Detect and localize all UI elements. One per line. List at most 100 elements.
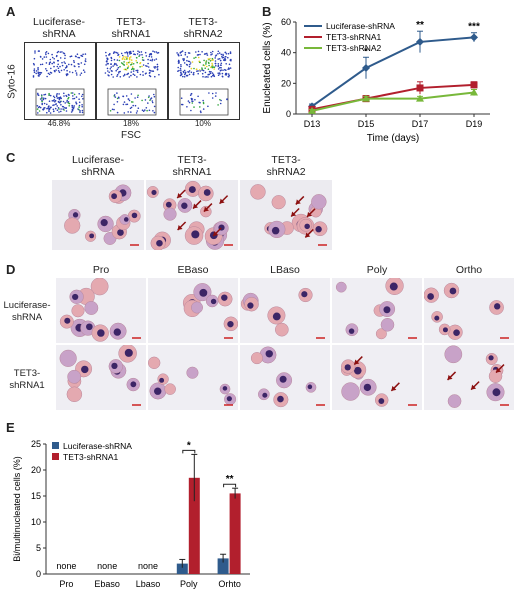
flow-dot: [197, 95, 199, 98]
flow-dot: [179, 67, 182, 70]
cell-nucleus: [272, 312, 281, 321]
flow-dot: [135, 69, 137, 72]
flow-dot: [64, 54, 66, 57]
cell-nucleus: [434, 315, 440, 321]
flow-dot: [116, 52, 119, 54]
flow-dot: [61, 61, 63, 64]
flow-dot: [222, 53, 224, 56]
flow-dot: [147, 62, 149, 65]
cell: [191, 301, 203, 314]
flow-dot: [46, 75, 48, 78]
cell-nucleus: [442, 327, 448, 333]
cell: [71, 304, 85, 318]
flow-dot: [73, 106, 75, 109]
flow-dot: [110, 59, 113, 62]
flow-dot: [60, 110, 62, 113]
flow-dot: [195, 68, 198, 70]
flow-dot: [137, 107, 140, 109]
flow-dot: [116, 101, 119, 103]
y-axis-label: Bi/multinucleated cells (%): [12, 456, 22, 562]
micrograph-d-tet3-shrna1-poly: [332, 345, 422, 410]
micro-c-header-tet3-shrna1: TET3- shRNA1: [172, 154, 212, 178]
flow-dot: [84, 58, 87, 60]
significance-bracket: [182, 449, 196, 454]
flow-dot: [197, 70, 199, 72]
flow-dot: [55, 69, 57, 71]
flow-dot: [210, 54, 212, 56]
flow-dot: [65, 94, 67, 97]
micrograph-d-tet3-shrna1-ortho: [424, 345, 514, 410]
data-point: [416, 37, 424, 46]
flow-dot: [187, 52, 190, 54]
cell-nucleus: [124, 348, 133, 357]
flow-dot: [116, 59, 119, 61]
flow-dot: [73, 105, 75, 107]
flow-dot: [82, 69, 85, 71]
flow-dot: [70, 55, 73, 57]
cell: [59, 349, 77, 367]
flow-dot: [153, 59, 156, 61]
flow-percent-luciferase: 46.8%: [47, 119, 71, 128]
flow-dot: [228, 76, 230, 78]
flow-dot: [53, 65, 55, 68]
cell-nucleus: [279, 375, 287, 383]
flow-dot: [123, 56, 125, 58]
flow-dot: [181, 50, 184, 52]
significance-label: **: [416, 20, 424, 31]
flow-dot: [56, 65, 59, 68]
flow-dot: [84, 60, 87, 63]
flow-dot: [151, 59, 153, 62]
flow-dot: [37, 92, 39, 95]
arrow-head: [291, 211, 297, 217]
y-tick-label: 0: [36, 569, 41, 579]
flow-dot: [211, 66, 214, 69]
flow-dot: [75, 72, 78, 74]
flow-dot: [179, 74, 182, 77]
x-tick-label: Poly: [180, 579, 198, 589]
flow-dot: [215, 65, 217, 67]
flow-dot: [132, 104, 134, 107]
cell-nucleus: [72, 212, 79, 218]
flow-dot: [148, 109, 151, 112]
flow-dot: [74, 55, 77, 57]
micrograph-d-luciferase-lbaso: [240, 278, 330, 343]
flow-dot: [123, 64, 125, 66]
flow-dots-tet3-shrna1: [104, 50, 160, 116]
micrograph-c-tet3-shrna2-cells: [250, 184, 328, 246]
flow-dot: [119, 76, 122, 78]
flow-dot: [36, 105, 39, 107]
flow-dot: [65, 65, 68, 67]
cell-nucleus: [131, 212, 138, 219]
flow-dot: [77, 56, 79, 59]
flow-dot: [127, 72, 130, 75]
x-tick-label: Ebaso: [94, 579, 120, 589]
flow-dot: [45, 56, 48, 58]
flow-dot: [47, 72, 50, 75]
flow-dot: [190, 71, 193, 74]
flow-dot: [128, 51, 131, 54]
flow-dot: [148, 95, 150, 97]
flow-dot: [190, 67, 193, 70]
data-point: [470, 81, 478, 89]
cell-nucleus: [247, 302, 254, 309]
flow-dot: [195, 56, 197, 59]
flow-dot: [158, 73, 160, 76]
flow-dot: [221, 55, 223, 58]
cell-nucleus: [344, 364, 351, 371]
flow-dot: [217, 74, 220, 76]
y-tick-label: 25: [31, 439, 41, 449]
flow-dot: [110, 70, 113, 72]
cell-nucleus: [188, 186, 196, 194]
flow-dot: [75, 101, 77, 103]
flow-dot: [144, 109, 146, 111]
flow-dot: [201, 68, 203, 70]
flow-dot: [217, 58, 219, 60]
flow-dot: [104, 72, 107, 74]
flow-dot: [56, 105, 58, 107]
flow-dot: [52, 95, 55, 98]
cell-nucleus: [449, 287, 457, 295]
none-label: none: [138, 561, 158, 571]
flow-dot: [141, 53, 143, 56]
flow-dot: [37, 68, 39, 71]
micrograph-d-luciferase-ortho: [424, 278, 514, 343]
